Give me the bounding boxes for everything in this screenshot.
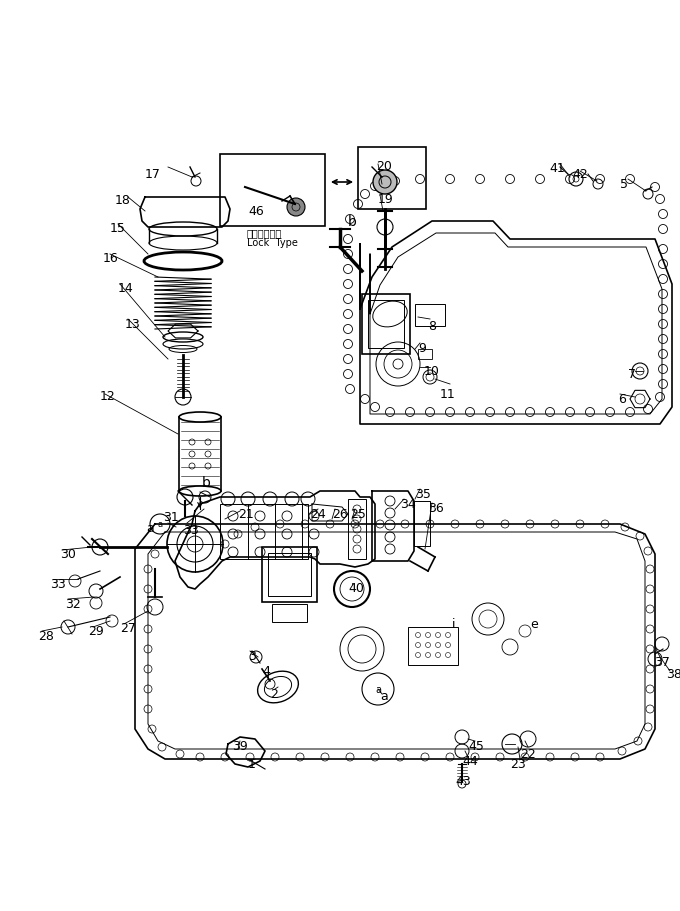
- Text: 41: 41: [549, 162, 565, 175]
- Bar: [262, 548, 317, 602]
- Circle shape: [373, 171, 397, 195]
- Text: 39: 39: [232, 739, 248, 752]
- Text: 46: 46: [248, 205, 264, 218]
- Text: 17: 17: [145, 168, 161, 180]
- Text: 44: 44: [462, 754, 478, 767]
- Text: 19: 19: [378, 193, 394, 206]
- Text: 5: 5: [620, 178, 628, 190]
- Text: 33: 33: [50, 578, 66, 590]
- Text: 28: 28: [38, 630, 54, 642]
- Bar: [358, 148, 426, 210]
- Bar: [362, 294, 410, 354]
- Text: 10: 10: [424, 364, 440, 377]
- Text: a: a: [146, 521, 154, 535]
- Text: 11: 11: [440, 387, 456, 401]
- Circle shape: [292, 204, 300, 211]
- Text: 20: 20: [376, 159, 392, 173]
- Text: 45: 45: [468, 739, 484, 752]
- Text: a: a: [375, 684, 381, 694]
- Text: a: a: [158, 520, 163, 529]
- Text: 26: 26: [332, 507, 347, 520]
- Text: 18: 18: [115, 194, 131, 207]
- Text: 23: 23: [510, 757, 526, 770]
- Bar: [418, 350, 432, 360]
- Text: b: b: [348, 215, 357, 229]
- Text: 12: 12: [100, 390, 116, 403]
- Text: 27: 27: [120, 621, 136, 634]
- Text: 13: 13: [125, 318, 141, 331]
- Bar: [348, 499, 366, 559]
- Text: e: e: [530, 618, 538, 630]
- Text: 40: 40: [348, 581, 364, 594]
- Text: 15: 15: [110, 221, 126, 235]
- Circle shape: [287, 199, 305, 217]
- Text: a: a: [380, 690, 388, 702]
- Text: 16: 16: [103, 251, 119, 265]
- Text: 24: 24: [310, 507, 326, 520]
- Text: 3: 3: [248, 650, 256, 662]
- Text: 7: 7: [628, 368, 636, 381]
- Bar: [268, 553, 311, 597]
- Text: 9: 9: [418, 342, 426, 354]
- Text: 25: 25: [350, 507, 366, 520]
- Text: 33: 33: [183, 524, 199, 537]
- Text: i: i: [452, 618, 456, 630]
- Text: 42: 42: [572, 168, 588, 180]
- Text: 43: 43: [455, 774, 471, 787]
- Text: 1: 1: [248, 757, 256, 770]
- Text: 34: 34: [400, 497, 415, 510]
- Bar: [414, 501, 430, 547]
- Text: b: b: [202, 476, 211, 489]
- Bar: [408, 628, 458, 665]
- Bar: [220, 155, 325, 227]
- Text: 22: 22: [520, 747, 536, 760]
- Text: 4: 4: [262, 664, 270, 677]
- Bar: [368, 301, 404, 349]
- Text: 29: 29: [88, 624, 104, 638]
- Text: Lock  Type: Lock Type: [247, 238, 298, 248]
- Text: 37: 37: [654, 655, 670, 669]
- Text: 2: 2: [270, 687, 278, 701]
- Text: 21: 21: [238, 507, 254, 520]
- Text: 8: 8: [428, 320, 436, 333]
- Text: 31: 31: [163, 510, 179, 524]
- Bar: [272, 604, 307, 622]
- Bar: [415, 304, 445, 327]
- Bar: [220, 505, 308, 559]
- Text: 35: 35: [415, 487, 431, 500]
- Text: 30: 30: [60, 548, 76, 560]
- Text: 14: 14: [118, 281, 134, 294]
- Text: 32: 32: [65, 598, 81, 610]
- Text: 38: 38: [666, 667, 680, 681]
- Text: 36: 36: [428, 501, 444, 515]
- Text: ロックタイプ: ロックタイプ: [247, 228, 282, 238]
- Text: 6: 6: [618, 393, 626, 405]
